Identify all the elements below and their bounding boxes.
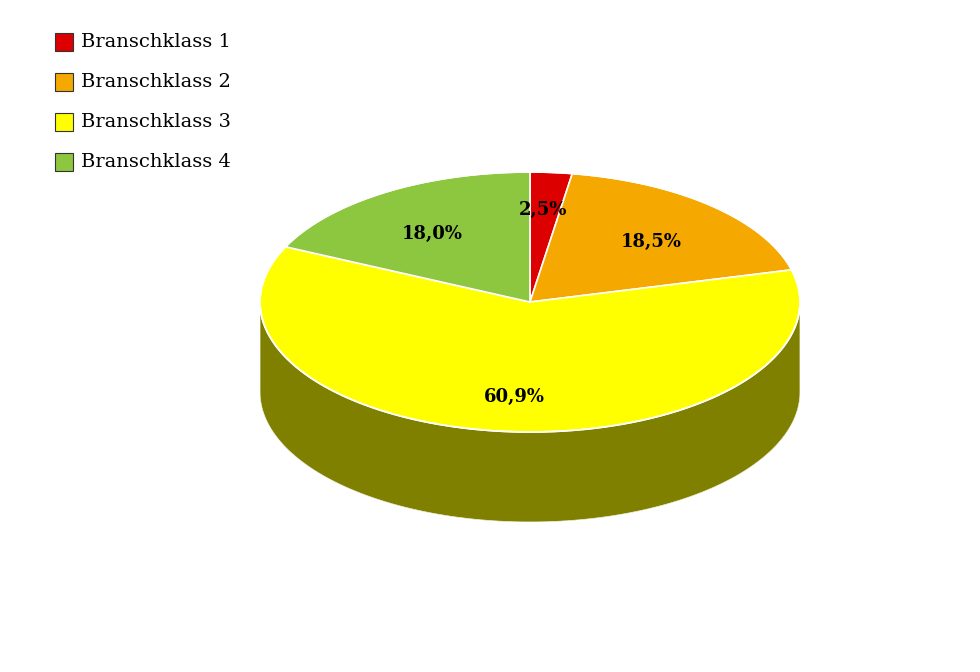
Bar bbox=[55, 153, 73, 171]
Polygon shape bbox=[260, 302, 800, 522]
Text: Branschklass 2: Branschklass 2 bbox=[81, 73, 231, 91]
Bar bbox=[55, 113, 73, 131]
Text: 18,5%: 18,5% bbox=[620, 233, 681, 251]
Polygon shape bbox=[530, 172, 572, 302]
Text: Branschklass 3: Branschklass 3 bbox=[81, 113, 231, 131]
Polygon shape bbox=[260, 302, 800, 522]
Text: Branschklass 1: Branschklass 1 bbox=[81, 33, 231, 51]
Polygon shape bbox=[260, 247, 800, 432]
Polygon shape bbox=[285, 172, 530, 302]
Polygon shape bbox=[530, 173, 792, 302]
Text: 18,0%: 18,0% bbox=[402, 225, 463, 243]
Bar bbox=[55, 73, 73, 91]
Bar bbox=[55, 33, 73, 51]
Text: Branschklass 4: Branschklass 4 bbox=[81, 153, 231, 171]
Text: 60,9%: 60,9% bbox=[484, 388, 545, 407]
Text: 2,5%: 2,5% bbox=[518, 201, 567, 218]
